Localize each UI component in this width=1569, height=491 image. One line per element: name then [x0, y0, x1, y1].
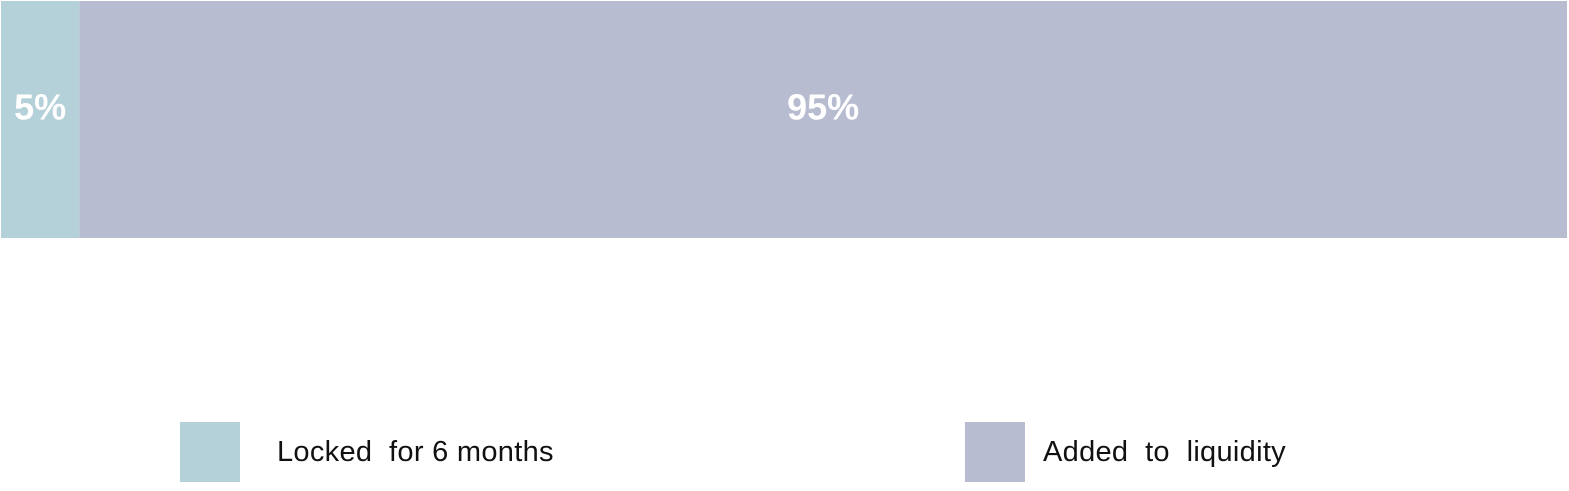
legend-label-locked: Locked for 6 months	[277, 435, 554, 468]
data-label-locked: 5%	[14, 87, 66, 128]
legend-item-liquidity: Added to liquidity	[965, 421, 1286, 483]
bar-segment-liquidity	[79, 1, 1567, 238]
legend: Locked for 6 months Added to liquidity	[0, 421, 1569, 483]
legend-swatch-locked	[180, 422, 240, 482]
bar-segment-locked	[1, 1, 80, 238]
legend-item-locked: Locked for 6 months	[180, 421, 554, 483]
legend-label-liquidity: Added to liquidity	[1043, 435, 1286, 468]
data-label-liquidity: 95%	[787, 87, 859, 128]
legend-swatch-liquidity	[965, 422, 1025, 482]
